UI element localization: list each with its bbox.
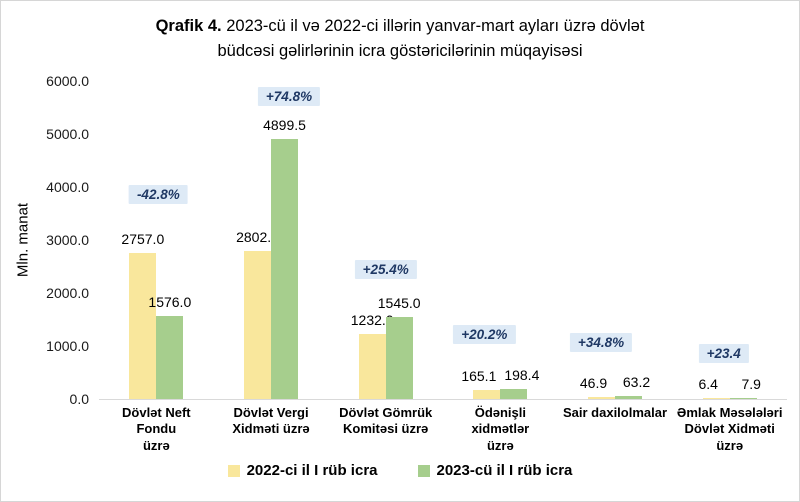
change-badge: +23.4	[698, 344, 749, 363]
bar-group: +25.4% 1232.0 1545.0	[328, 81, 443, 399]
value-label: 46.9	[579, 374, 608, 391]
value-label: 2802.2	[236, 228, 279, 245]
bar-group: +34.8% 46.9 63.2	[558, 81, 673, 399]
value-label: 2757.0	[121, 230, 165, 247]
bar-2023: 4899.5	[263, 117, 306, 399]
value-label: 63.2	[622, 373, 651, 390]
change-badge: +25.4%	[354, 260, 417, 279]
legend-label: 2022-ci il I rüb icra	[246, 462, 378, 479]
category-label: Sair daxilolmalar	[562, 405, 668, 420]
value-label: 1576.0	[148, 293, 192, 310]
bar-2022: 46.9	[580, 375, 616, 399]
chart-title-text: 2023-cü il və 2022-ci illərin yanvar-mar…	[217, 17, 645, 60]
y-tick-label: 4000.0	[46, 179, 89, 195]
plot-area: -42.8% 2757.0 1576.0 +74.8% 2802.2 4899.5 +25.…	[99, 81, 787, 400]
legend-swatch	[417, 464, 430, 477]
legend-item: 2022-ci il I rüb icra	[227, 462, 378, 479]
y-axis-title: Mln. manat	[14, 202, 32, 278]
x-axis-category-labels: Dövlət Neft Fondu üzrə Dövlət Vergi Xidmə…	[99, 405, 787, 454]
legend-swatch	[227, 464, 240, 477]
value-label: 198.4	[504, 366, 540, 383]
bar-2022: 2802.2	[236, 229, 279, 399]
bar-2023: 1576.0	[148, 294, 191, 399]
value-label: 165.1	[461, 368, 497, 385]
category-label: Dövlət Vergi Xidməti üzrə	[232, 405, 310, 437]
bar-2022: 165.1	[461, 368, 501, 399]
value-label: 6.4	[698, 376, 718, 392]
change-badge: -42.8%	[128, 185, 188, 204]
bar-group: +74.8% 2802.2 4899.5	[214, 81, 329, 399]
category-label: Ödənişli xidmətlər üzrə	[471, 405, 530, 453]
change-badge: +34.8%	[569, 333, 633, 352]
chart-title: Qrafik 4. 2023-cü il və 2022-ci illərin …	[1, 14, 799, 64]
y-tick-label: 5000.0	[46, 126, 89, 142]
bar-2023: 198.4	[500, 367, 539, 399]
legend: 2022-ci il I rüb icra 2023-cü il I rüb ic…	[1, 462, 799, 479]
bar-2023: 7.9	[729, 376, 761, 399]
value-label: 1545.0	[377, 295, 421, 312]
bar-2023: 63.2	[615, 374, 650, 399]
y-tick-label: 1000.0	[46, 338, 89, 354]
bar-group: +20.2% 165.1 198.4	[443, 81, 558, 399]
category-label: Dövlət Gömrük Komitəsi üzrə	[339, 405, 433, 437]
value-label: 4899.5	[263, 117, 306, 134]
legend-label: 2023-cü il I rüb icra	[436, 462, 573, 479]
y-tick-label: 2000.0	[46, 285, 89, 301]
value-label: 7.9	[741, 376, 761, 392]
change-badge: +74.8%	[257, 87, 321, 106]
bar-2022: 1232.0	[351, 312, 394, 399]
bar-group: -42.8% 2757.0 1576.0	[99, 81, 214, 399]
y-tick-label: 3000.0	[46, 232, 89, 248]
chart-title-prefix: Qrafik 4.	[155, 17, 222, 35]
y-axis-tick-labels: 6000.0 5000.0 4000.0 3000.0 2000.0 1000.0 0.0	[37, 73, 89, 407]
bar-2022: 2757.0	[121, 231, 164, 399]
category-label: Əmlak Məsələləri Dövlət Xidməti üzrə	[676, 405, 783, 453]
y-tick-label: 6000.0	[46, 73, 89, 89]
y-tick-label: 0.0	[69, 391, 89, 407]
bar-2022: 6.4	[698, 376, 730, 399]
bar-2023: 1545.0	[378, 295, 421, 399]
category-label: Dövlət Neft Fondu üzrə	[122, 405, 191, 453]
change-badge: +20.2%	[453, 325, 516, 344]
legend-item: 2023-cü il I rüb icra	[417, 462, 573, 479]
bar-group: +23.4 6.4 7.9	[672, 81, 787, 399]
value-label: 1232.0	[350, 311, 394, 328]
